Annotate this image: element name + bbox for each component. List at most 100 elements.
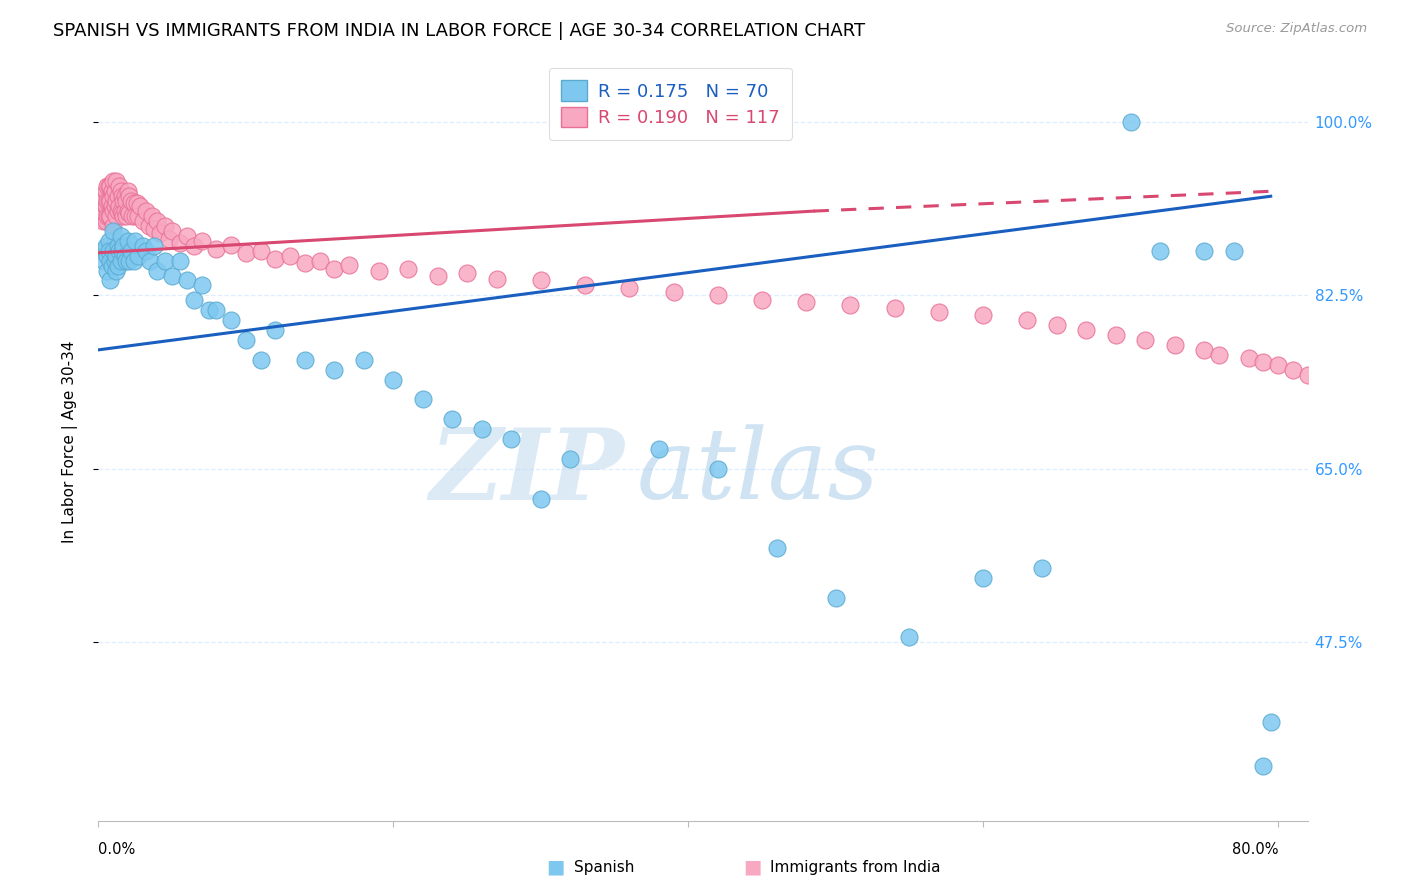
Point [530,491,553,506]
Point [105,263,128,277]
Point [1223,244,1246,258]
Point [153,253,176,268]
Point [118,206,141,220]
Point [135,244,157,258]
Point [93,253,115,268]
Point [112,194,135,209]
Point [1282,362,1305,376]
Text: 80.0%: 80.0% [1232,842,1278,857]
Y-axis label: In Labor Force | Age 30-34: In Labor Force | Age 30-34 [62,340,77,543]
Point [456,266,478,280]
Point [1399,402,1406,417]
Point [530,273,553,287]
Point [94,214,117,228]
Point [110,228,132,243]
Point [96,209,118,223]
Point [706,462,728,476]
Point [1369,392,1392,407]
Point [128,199,150,213]
Text: ZIP: ZIP [429,424,624,520]
Point [190,278,212,293]
Point [125,196,148,211]
Point [127,249,149,263]
Point [441,412,464,426]
Point [101,224,124,238]
Point [662,285,685,300]
Point [120,244,142,258]
Text: ■: ■ [546,857,565,876]
Point [107,259,129,273]
Point [1194,244,1216,258]
Point [648,442,671,456]
Point [127,209,149,223]
Point [928,305,950,319]
Point [183,239,205,253]
Point [124,234,146,248]
Point [110,184,132,198]
Point [100,199,122,213]
Point [1267,358,1289,372]
Point [97,194,120,209]
Point [111,244,134,258]
Point [101,244,124,258]
Point [1119,115,1142,129]
Point [1253,759,1275,773]
Point [1385,397,1406,411]
Point [198,303,221,318]
Point [98,273,121,287]
Point [412,392,434,407]
Point [93,194,115,209]
Point [139,253,162,268]
Point [122,196,145,211]
Point [110,253,132,268]
Text: Immigrants from India: Immigrants from India [770,861,941,875]
Point [146,214,169,228]
Point [160,224,183,238]
Point [146,263,169,277]
Point [176,228,198,243]
Point [190,234,212,248]
Point [101,189,124,203]
Point [1260,714,1282,729]
Point [100,184,122,198]
Point [101,219,124,233]
Point [108,199,131,213]
Text: Source: ZipAtlas.com: Source: ZipAtlas.com [1226,22,1367,36]
Point [1031,561,1053,575]
Point [124,209,146,223]
Point [110,204,132,219]
Point [560,451,582,466]
Point [249,244,271,258]
Point [264,323,287,337]
Text: atlas: atlas [637,425,879,519]
Point [117,234,139,248]
Point [111,189,134,203]
Point [1076,323,1098,337]
Point [118,189,141,203]
Point [114,249,136,263]
Point [131,214,153,228]
Point [471,422,494,436]
Point [323,261,346,276]
Point [205,303,228,318]
Point [235,333,257,347]
Point [96,194,118,209]
Point [96,249,118,263]
Point [1310,373,1333,387]
Point [249,352,271,367]
Point [115,253,138,268]
Point [97,179,120,194]
Point [108,244,131,258]
Point [426,268,449,283]
Point [105,194,128,209]
Point [121,209,143,223]
Point [114,189,136,203]
Point [149,226,172,240]
Point [107,204,129,219]
Point [131,239,153,253]
Point [117,204,139,219]
Point [1046,318,1069,332]
Point [264,252,287,266]
Point [169,235,191,250]
Point [1194,343,1216,357]
